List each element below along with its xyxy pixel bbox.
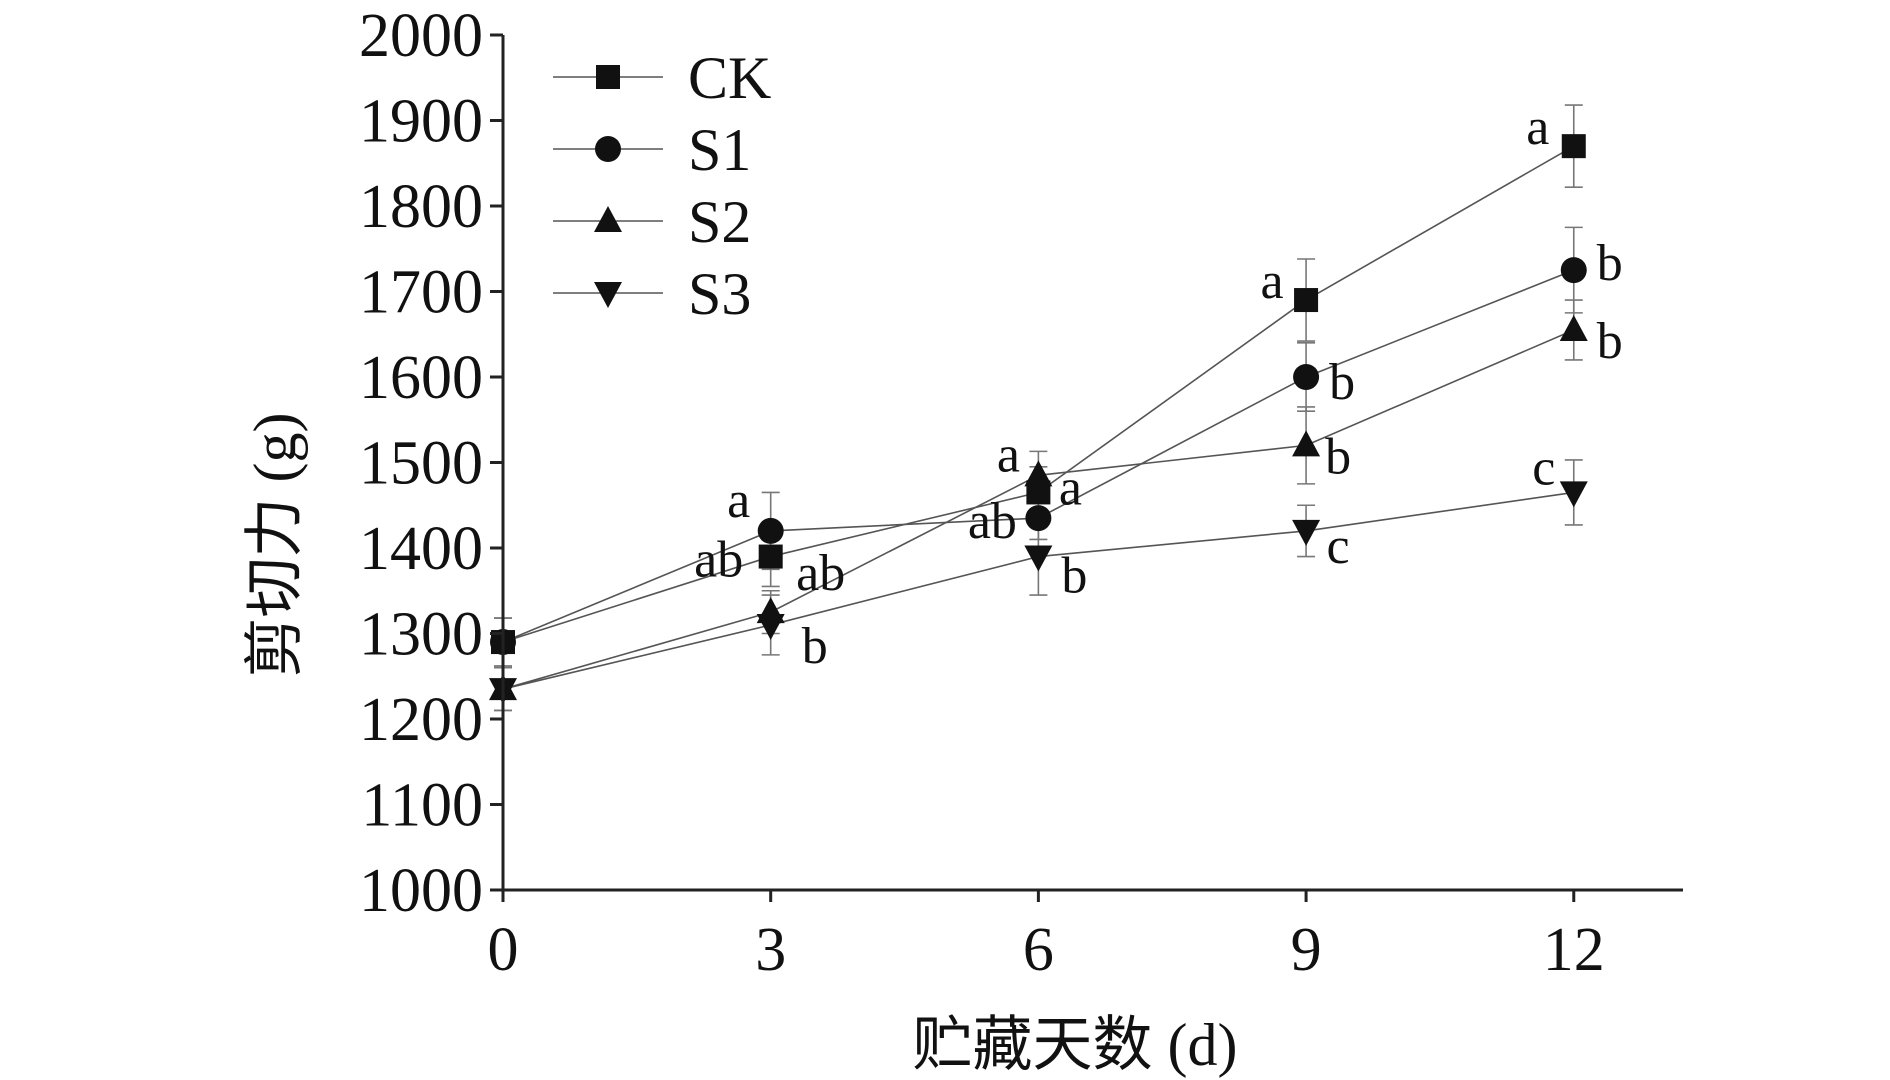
significance-label-s1: b xyxy=(1597,235,1623,292)
x-axis-title: 贮藏天数 (d) xyxy=(913,1012,1238,1078)
significance-label-s3: b xyxy=(802,618,828,675)
significance-label-s3: c xyxy=(1532,439,1555,496)
data-point-ck xyxy=(1294,288,1319,313)
legend-marker-s1 xyxy=(595,136,621,162)
y-tick-label: 1900 xyxy=(359,88,483,156)
axes-layer: 1000 1100 1200 1300 1400 1500 1600 1700 1800 1900… xyxy=(359,2,1683,984)
significance-label-s2: ab xyxy=(796,545,845,602)
y-tick-label: 1200 xyxy=(359,686,483,754)
significance-label-s2: a xyxy=(997,426,1020,483)
data-point-s2 xyxy=(1559,314,1588,341)
x-tick-label: 9 xyxy=(1291,916,1322,984)
data-point-s1 xyxy=(1025,505,1052,532)
data-point-s1 xyxy=(1560,257,1587,284)
significance-label-s2: b xyxy=(1597,313,1623,370)
y-tick-label: 1100 xyxy=(361,772,483,840)
data-point-s3 xyxy=(1292,519,1321,546)
y-tick-label: 1000 xyxy=(359,857,483,925)
error-bars-layer xyxy=(494,104,1583,712)
data-point-ck xyxy=(1561,134,1586,159)
y-tick-label: 1600 xyxy=(359,344,483,412)
data-point-s2 xyxy=(1292,430,1321,457)
legend-marker-ck xyxy=(596,65,620,89)
legend-label-ck: CK xyxy=(688,45,771,111)
markers-layer xyxy=(489,134,1588,705)
series-lines-layer xyxy=(502,145,1575,690)
legend-label-s3: S3 xyxy=(688,261,751,327)
y-tick-label: 1400 xyxy=(359,515,483,583)
data-point-s3 xyxy=(1559,481,1588,508)
data-point-s2 xyxy=(1024,460,1053,487)
significance-label-ck: a xyxy=(1059,459,1082,516)
legend-marker-s3 xyxy=(594,282,622,308)
significance-label-s1: a xyxy=(727,472,750,529)
x-tick-label: 6 xyxy=(1023,916,1054,984)
significance-label-s2: b xyxy=(1325,428,1351,485)
legend-label-s1: S1 xyxy=(688,117,751,183)
data-point-s3 xyxy=(1024,545,1053,572)
significance-label-ck: a xyxy=(1261,253,1284,310)
data-point-ck xyxy=(758,544,783,569)
x-tick-label: 3 xyxy=(755,916,786,984)
data-point-s1 xyxy=(757,517,784,544)
y-tick-label: 1800 xyxy=(359,173,483,241)
y-tick-label: 1500 xyxy=(359,430,483,498)
legend-marker-s2 xyxy=(594,206,622,232)
x-tick-label: 0 xyxy=(488,916,519,984)
data-point-s1 xyxy=(1293,364,1320,390)
y-tick-label: 1300 xyxy=(359,601,483,669)
significance-label-ck: a xyxy=(1526,99,1549,156)
y-tick-label: 2000 xyxy=(359,2,483,70)
significance-label-s1: b xyxy=(1329,354,1355,411)
data-point-s3 xyxy=(756,613,785,640)
significance-label-ck: ab xyxy=(694,532,743,589)
significance-label-s3: c xyxy=(1327,518,1350,575)
legend-label-s2: S2 xyxy=(688,189,751,255)
y-axis-title: 剪切力 (g) xyxy=(242,413,308,678)
significance-label-s1: ab xyxy=(968,493,1017,550)
x-tick-label: 12 xyxy=(1543,916,1605,984)
significance-label-s3: b xyxy=(1061,548,1087,605)
y-tick-label: 1700 xyxy=(359,259,483,327)
